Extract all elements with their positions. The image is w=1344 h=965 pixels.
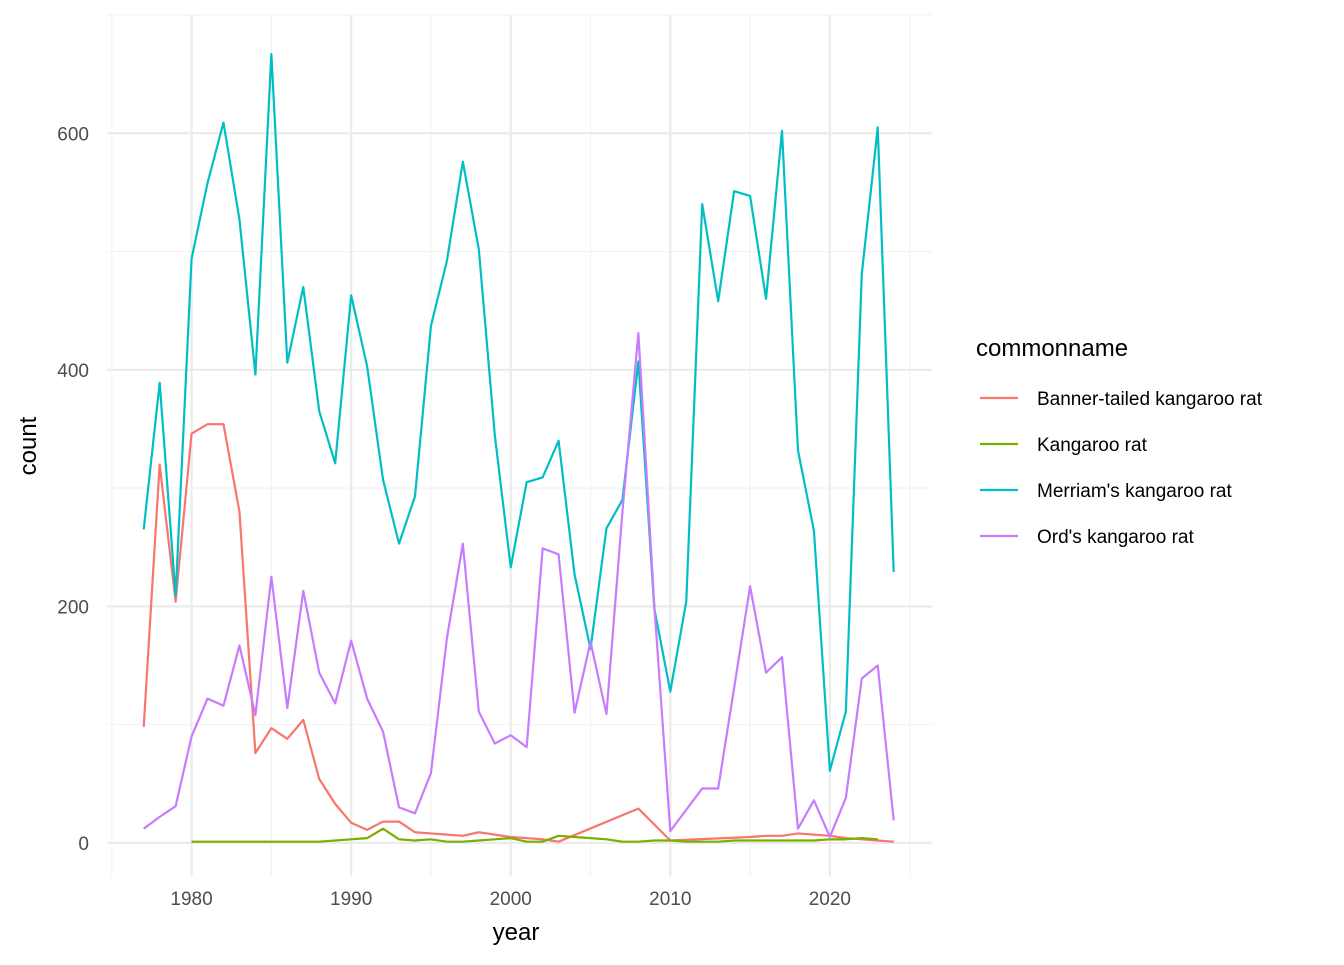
y-tick-label: 0 [78,834,89,855]
x-tick-label: 2000 [490,889,532,910]
y-tick-label: 400 [57,361,89,382]
series-line-2 [142,52,895,772]
grid [107,14,932,876]
x-tick-label: 2020 [809,889,851,910]
series-line-3 [143,332,895,839]
legend-items: Banner-tailed kangaroo rat Kangaroo rat Me… [980,389,1263,548]
x-axis-title: year [493,919,540,946]
legend-label: Ord's kangaroo rat [1037,527,1194,548]
x-axis-ticks: 1980 1990 2000 2010 2020 [170,889,851,910]
y-axis-ticks: 0 200 400 600 [57,124,89,855]
series-line-0 [142,423,894,843]
x-tick-label: 1980 [170,889,212,910]
x-tick-label: 1990 [330,889,372,910]
legend: commonname Banner-tailed kangaroo rat Kan… [976,335,1263,548]
legend-label: Kangaroo rat [1037,435,1148,456]
legend-title: commonname [976,335,1128,362]
y-tick-label: 200 [57,597,89,618]
x-tick-label: 2010 [649,889,691,910]
y-axis-title: count [15,416,42,475]
legend-label: Banner-tailed kangaroo rat [1037,389,1263,410]
series-lines [142,52,895,843]
series-line-1 [191,827,878,843]
y-tick-label: 600 [57,124,89,145]
legend-label: Merriam's kangaroo rat [1037,481,1232,502]
